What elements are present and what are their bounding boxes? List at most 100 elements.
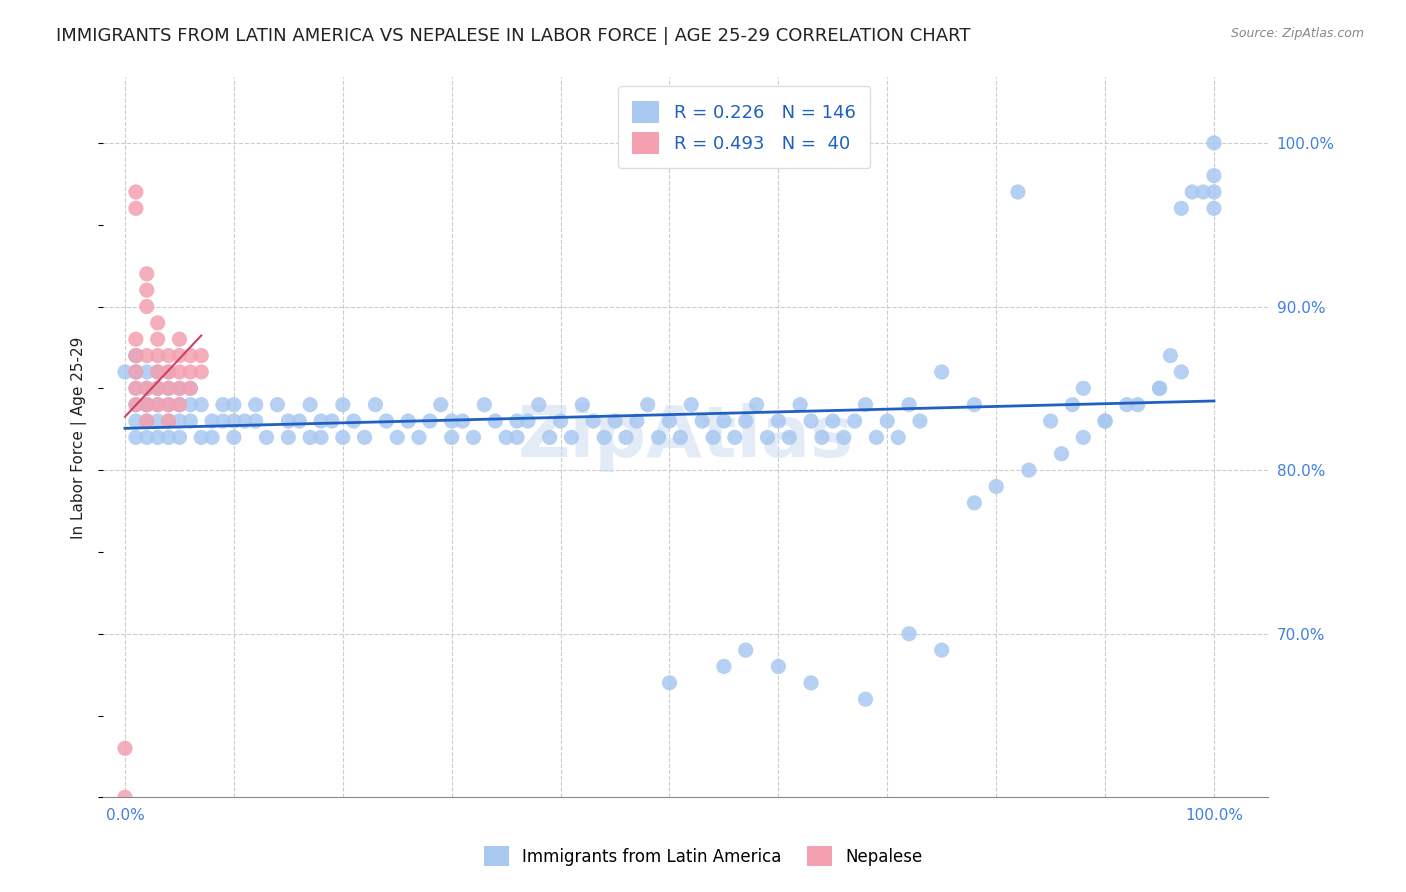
Point [125, 381, 148, 395]
Point [821, 414, 844, 428]
Text: IMMIGRANTS FROM LATIN AMERICA VS NEPALESE IN LABOR FORCE | AGE 25-29 CORRELATION: IMMIGRANTS FROM LATIN AMERICA VS NEPALES… [56, 27, 970, 45]
Point [560, 430, 582, 444]
Point [855, 398, 877, 412]
Point [309, 414, 332, 428]
Point [724, 430, 747, 444]
Point [713, 414, 735, 428]
Point [789, 398, 811, 412]
Point [756, 430, 779, 444]
Point [157, 349, 180, 363]
Point [146, 430, 169, 444]
Point [463, 430, 485, 444]
Point [1062, 398, 1084, 412]
Point [440, 430, 463, 444]
Point [169, 365, 191, 379]
Point [125, 332, 148, 346]
Point [430, 398, 453, 412]
Point [125, 398, 148, 412]
Point [1149, 381, 1171, 395]
Point [169, 398, 191, 412]
Point [190, 365, 212, 379]
Point [472, 398, 495, 412]
Point [506, 430, 529, 444]
Point [277, 430, 299, 444]
Point [277, 414, 299, 428]
Point [179, 349, 201, 363]
Text: ZipAtlas: ZipAtlas [517, 403, 853, 472]
Point [768, 659, 790, 673]
Point [146, 349, 169, 363]
Point [146, 414, 169, 428]
Point [1202, 202, 1225, 216]
Point [321, 414, 343, 428]
Point [1071, 381, 1094, 395]
Point [157, 414, 180, 428]
Point [157, 365, 180, 379]
Point [986, 479, 1008, 493]
Point [550, 414, 572, 428]
Point [582, 414, 605, 428]
Point [125, 349, 148, 363]
Point [179, 381, 201, 395]
Point [125, 381, 148, 395]
Point [931, 365, 953, 379]
Point [343, 414, 366, 428]
Point [440, 414, 463, 428]
Point [146, 316, 169, 330]
Point [538, 430, 561, 444]
Point [288, 414, 311, 428]
Point [190, 430, 212, 444]
Point [1018, 463, 1040, 477]
Point [256, 430, 278, 444]
Point [375, 414, 398, 428]
Point [135, 414, 157, 428]
Point [212, 398, 235, 412]
Point [125, 430, 148, 444]
Point [222, 414, 245, 428]
Point [1202, 185, 1225, 199]
Point [125, 365, 148, 379]
Point [364, 398, 387, 412]
Point [1007, 185, 1029, 199]
Point [222, 430, 245, 444]
Point [800, 414, 823, 428]
Point [114, 365, 136, 379]
Point [353, 430, 375, 444]
Point [506, 414, 529, 428]
Point [1159, 349, 1181, 363]
Point [245, 398, 267, 412]
Point [179, 414, 201, 428]
Point [135, 414, 157, 428]
Point [702, 430, 724, 444]
Legend: Immigrants from Latin America, Nepalese: Immigrants from Latin America, Nepalese [475, 838, 931, 875]
Text: Source: ZipAtlas.com: Source: ZipAtlas.com [1230, 27, 1364, 40]
Point [571, 398, 593, 412]
Point [201, 430, 224, 444]
Point [408, 430, 430, 444]
Point [135, 283, 157, 297]
Point [157, 398, 180, 412]
Point [125, 365, 148, 379]
Point [135, 267, 157, 281]
Point [614, 430, 637, 444]
Point [179, 381, 201, 395]
Point [963, 496, 986, 510]
Point [811, 430, 834, 444]
Point [146, 381, 169, 395]
Point [855, 692, 877, 706]
Point [603, 414, 626, 428]
Point [637, 398, 659, 412]
Point [146, 332, 169, 346]
Point [135, 381, 157, 395]
Point [1071, 430, 1094, 444]
Point [266, 398, 288, 412]
Point [387, 430, 409, 444]
Point [135, 381, 157, 395]
Point [1192, 185, 1215, 199]
Point [876, 414, 898, 428]
Point [114, 790, 136, 805]
Point [169, 398, 191, 412]
Point [1202, 136, 1225, 150]
Point [898, 626, 921, 640]
Point [626, 414, 648, 428]
